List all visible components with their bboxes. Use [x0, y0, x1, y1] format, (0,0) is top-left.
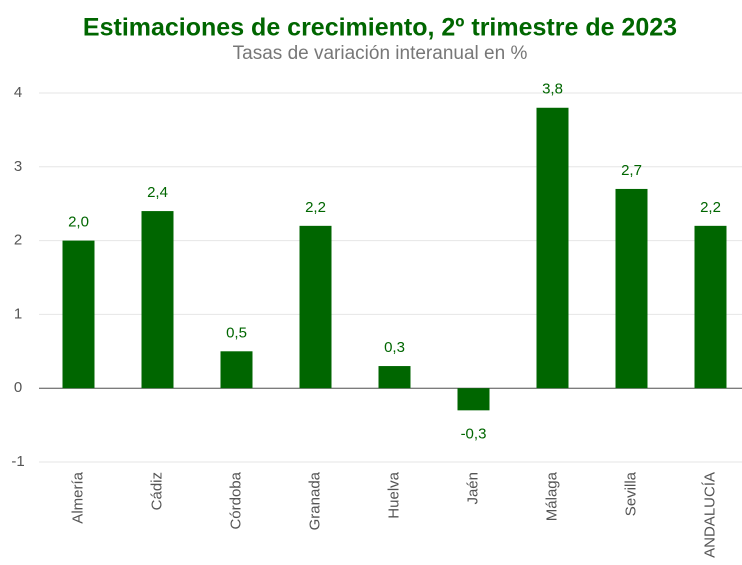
bar — [141, 211, 174, 389]
x-tick-label: Cádiz — [148, 472, 165, 510]
x-tick-label: Sevilla — [622, 471, 639, 516]
value-label: 2,4 — [147, 184, 168, 201]
y-tick-label: -1 — [11, 453, 24, 470]
value-label: 2,7 — [621, 162, 642, 179]
value-label: 2,2 — [700, 199, 721, 216]
chart-subtitle: Tasas de variación interanual en % — [233, 43, 528, 64]
value-label: 2,2 — [305, 199, 326, 216]
x-tick-label: Málaga — [543, 471, 560, 521]
value-label: 0,5 — [226, 324, 247, 341]
bar — [62, 240, 95, 389]
value-label: 3,8 — [542, 81, 563, 98]
x-tick-label: Almería — [69, 471, 86, 523]
bar — [378, 366, 411, 389]
y-tick-label: 0 — [14, 379, 22, 396]
chart-title: Estimaciones de crecimiento, 2º trimestr… — [83, 14, 677, 42]
value-label: 0,3 — [384, 339, 405, 356]
y-tick-label: 2 — [14, 232, 22, 249]
y-tick-label: 4 — [14, 84, 22, 101]
bar — [299, 225, 332, 389]
bar — [694, 225, 727, 389]
y-tick-label: 1 — [14, 305, 22, 322]
x-tick-label: Córdoba — [227, 471, 244, 529]
y-tick-label: 3 — [14, 158, 22, 175]
x-tick-label: Huelva — [385, 471, 402, 518]
bar — [220, 351, 253, 389]
value-label: 2,0 — [68, 214, 89, 231]
bar — [457, 388, 490, 411]
x-tick-label: ANDALUCÍA — [701, 472, 718, 558]
x-tick-label: Jaén — [464, 472, 481, 505]
value-label: -0,3 — [461, 425, 487, 442]
x-tick-label: Granada — [306, 471, 323, 530]
bar — [615, 188, 648, 389]
bar — [536, 107, 569, 389]
